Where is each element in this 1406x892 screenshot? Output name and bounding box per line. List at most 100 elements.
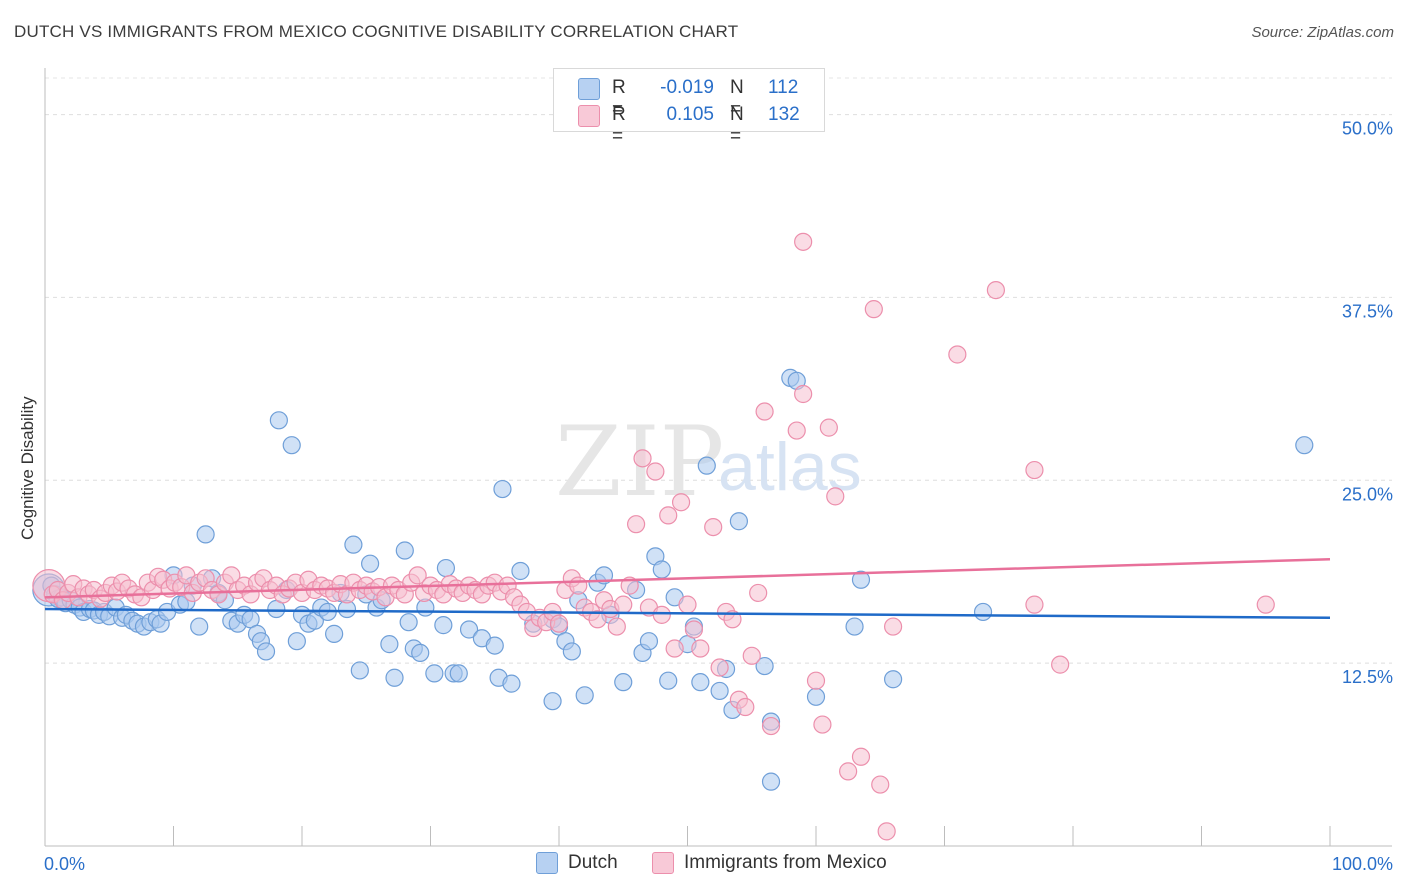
mexico-point bbox=[794, 384, 813, 404]
n-value: 112 bbox=[768, 77, 799, 98]
mexico-point bbox=[607, 617, 626, 636]
dutch-point bbox=[361, 554, 380, 573]
dutch-point bbox=[325, 624, 344, 643]
mexico-point bbox=[864, 300, 883, 319]
mexico-point bbox=[839, 762, 858, 781]
mexico-point bbox=[549, 614, 569, 633]
dutch-point bbox=[755, 656, 774, 676]
mexico-point bbox=[652, 605, 671, 624]
dutch-point bbox=[485, 636, 504, 655]
mexico-swatch bbox=[578, 105, 600, 127]
r-label: R = bbox=[612, 77, 626, 120]
dutch-point bbox=[190, 617, 209, 636]
mexico-point bbox=[569, 576, 588, 595]
y-tick-label: 37.5% bbox=[1342, 301, 1393, 321]
dutch-point bbox=[436, 558, 456, 578]
dutch-point bbox=[883, 670, 903, 689]
mexico-point bbox=[710, 658, 729, 677]
dutch-point bbox=[691, 673, 710, 692]
mexico-point bbox=[986, 281, 1006, 300]
dutch-point bbox=[256, 642, 276, 661]
dutch-trendline bbox=[44, 607, 1331, 620]
mexico-trendline bbox=[44, 558, 1331, 599]
dutch-point bbox=[1295, 436, 1314, 455]
dutch-point bbox=[344, 535, 363, 554]
mexico-point bbox=[1025, 460, 1044, 480]
mexico-point bbox=[819, 418, 838, 437]
dutch-point bbox=[395, 541, 414, 560]
y-tick-label: 12.5% bbox=[1342, 667, 1393, 687]
mexico-point bbox=[684, 620, 704, 639]
mexico-point bbox=[723, 610, 742, 629]
mexico-point bbox=[877, 822, 896, 841]
legend-label-dutch: Dutch bbox=[568, 852, 618, 873]
mexico-point bbox=[749, 583, 768, 603]
dutch-swatch bbox=[578, 78, 600, 100]
mexico-point bbox=[883, 617, 903, 636]
dutch-point bbox=[350, 661, 369, 680]
mexico-swatch bbox=[652, 852, 674, 874]
mexico-point bbox=[408, 566, 427, 585]
mexico-point bbox=[851, 747, 871, 766]
chart-title: DUTCH VS IMMIGRANTS FROM MEXICO COGNITIV… bbox=[14, 22, 739, 41]
mexico-point bbox=[948, 345, 967, 364]
dutch-point bbox=[459, 620, 479, 639]
dutch-point bbox=[434, 616, 453, 635]
mexico-point bbox=[871, 775, 890, 794]
dutch-point bbox=[449, 664, 468, 683]
n-value: 132 bbox=[768, 104, 800, 125]
mexico-point bbox=[678, 595, 697, 614]
mexico-point bbox=[736, 697, 755, 717]
dutch-point bbox=[493, 479, 512, 499]
dutch-point bbox=[282, 436, 301, 455]
mexico-point bbox=[761, 716, 781, 736]
dutch-point bbox=[399, 613, 418, 632]
r-value: 0.105 bbox=[666, 104, 714, 125]
mexico-point bbox=[794, 232, 813, 251]
x-tick-label-min: 0.0% bbox=[44, 854, 85, 874]
mexico-point bbox=[813, 715, 832, 734]
mexico-point bbox=[614, 595, 633, 614]
mexico-point bbox=[665, 639, 684, 658]
dutch-point bbox=[562, 642, 581, 661]
mexico-point bbox=[671, 493, 691, 512]
mexico-point bbox=[588, 610, 607, 629]
dutch-point bbox=[639, 632, 659, 651]
dutch-point bbox=[575, 686, 594, 705]
mexico-point bbox=[1051, 655, 1070, 674]
mexico-point bbox=[806, 671, 826, 690]
mexico-point bbox=[704, 517, 723, 537]
dutch-point bbox=[511, 561, 530, 581]
mexico-point bbox=[755, 402, 774, 421]
n-label: N = bbox=[730, 104, 744, 147]
dutch-point bbox=[697, 456, 716, 475]
correlation-legend: R = -0.019 N = 112 R = 0.105 N = 132 bbox=[553, 68, 825, 147]
x-tick-label-max: 100.0% bbox=[1332, 854, 1393, 874]
dutch-point bbox=[287, 632, 306, 651]
r-label: R = bbox=[612, 104, 626, 147]
dutch-point bbox=[652, 560, 671, 579]
y-tick-label: 50.0% bbox=[1342, 119, 1393, 139]
y-axis-label: Cognitive Disability bbox=[18, 396, 37, 540]
dutch-point bbox=[710, 681, 729, 701]
dutch-swatch bbox=[536, 852, 558, 874]
dutch-point bbox=[973, 602, 993, 622]
dutch-point bbox=[851, 570, 871, 589]
dutch-point bbox=[196, 525, 215, 544]
mexico-point bbox=[787, 421, 806, 440]
dutch-point bbox=[659, 671, 678, 690]
mexico-point bbox=[742, 646, 761, 665]
dutch-point bbox=[543, 692, 562, 711]
y-tick-label: 25.0% bbox=[1342, 484, 1393, 504]
mexico-point bbox=[826, 487, 845, 506]
dutch-point bbox=[502, 674, 521, 693]
dutch-point bbox=[269, 411, 288, 430]
dutch-point bbox=[806, 687, 826, 706]
source-label: Source: ZipAtlas.com bbox=[1251, 24, 1394, 41]
dutch-point bbox=[845, 617, 864, 636]
dutch-point bbox=[614, 673, 633, 692]
mexico-point bbox=[646, 462, 665, 481]
r-value: -0.019 bbox=[660, 77, 714, 98]
mexico-point bbox=[626, 515, 646, 534]
